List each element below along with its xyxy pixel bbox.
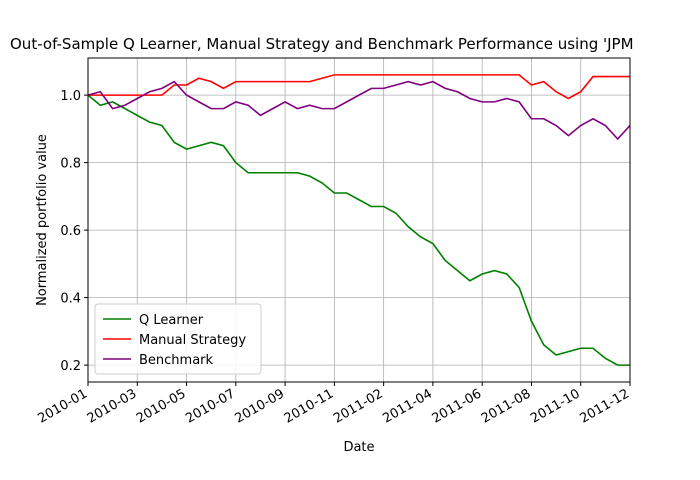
- legend-label: Manual Strategy: [139, 333, 246, 348]
- y-tick-label: 0.8: [60, 157, 81, 172]
- x-tick-label: 2010-01: [35, 386, 90, 426]
- series-line: [88, 80, 630, 141]
- x-tick-label: 2010-07: [183, 386, 238, 426]
- y-axis-label: Normalized portfolio value: [35, 134, 50, 306]
- x-tick-label: 2011-02: [331, 386, 386, 426]
- x-axis-label: Date: [343, 440, 374, 455]
- x-tick-label: 2010-05: [134, 386, 189, 426]
- x-tick-label: 2010-09: [233, 386, 288, 426]
- y-tick-label: 0.4: [60, 292, 81, 307]
- x-tick-label: 2011-10: [528, 386, 583, 426]
- legend-label: Q Learner: [139, 313, 204, 328]
- x-tick-label: 2010-11: [282, 386, 337, 426]
- legend-box: [94, 303, 262, 375]
- x-tick-label: 2011-04: [380, 386, 435, 426]
- x-tick-label: 2011-08: [479, 386, 534, 426]
- series-line: [88, 94, 630, 366]
- legend-label: Benchmark: [139, 353, 214, 368]
- y-tick-label: 0.6: [60, 224, 81, 239]
- plot-frame: [87, 57, 631, 383]
- y-tick-label: 1.0: [60, 89, 81, 104]
- x-tick-label: 2010-03: [85, 386, 140, 426]
- y-tick-label: 0.2: [60, 359, 81, 374]
- x-tick-label: 2011-06: [430, 386, 485, 426]
- x-tick-label: 2011-12: [577, 386, 632, 426]
- plot-area: [88, 74, 630, 366]
- chart-title: Out-of-Sample Q Learner, Manual Strategy…: [10, 35, 634, 53]
